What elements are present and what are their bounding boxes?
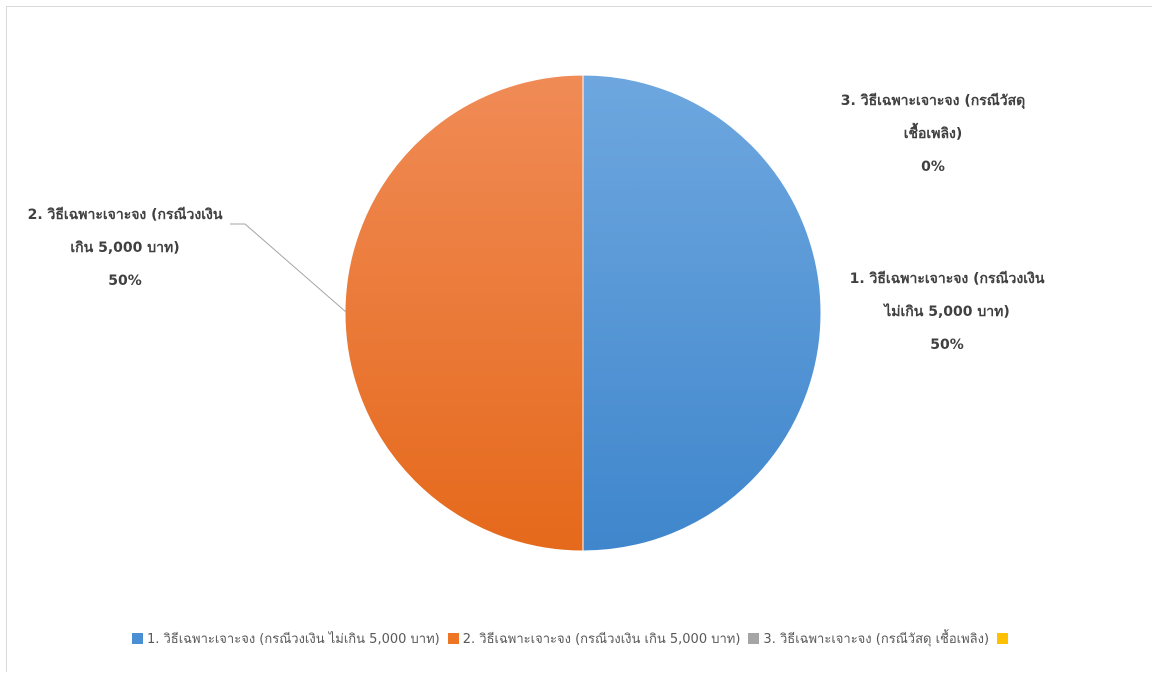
legend-item-series-2: 2. วิธีเฉพาะเจาะจง (กรณีวงเงิน เกิน 5,00… [447, 628, 741, 649]
legend-item-series-1: 1. วิธีเฉพาะเจาะจง (กรณีวงเงิน ไม่เกิน 5… [131, 628, 440, 649]
legend-swatch-icon [447, 633, 459, 644]
legend-swatch-icon [997, 633, 1009, 644]
pie-slice-1 [582, 74, 822, 552]
data-label-value: 50% [930, 337, 964, 353]
legend-label: 1. วิธีเฉพาะเจาะจง (กรณีวงเงิน ไม่เกิน 5… [146, 632, 440, 647]
leader-line [230, 223, 347, 313]
data-label-series-2: 2. วิธีเฉพาะเจาะจง (กรณีวงเงิน เกิน 5,00… [0, 199, 250, 298]
data-label-value: 50% [108, 273, 142, 289]
pie-slice-2 [344, 74, 584, 552]
legend-swatch-icon [748, 633, 760, 644]
data-label-series-1: 1. วิธีเฉพาะเจาะจง (กรณีวงเงิน ไม่เกิน 5… [822, 263, 1072, 362]
legend-item-series-4 [997, 633, 1012, 644]
legend-label: 2. วิธีเฉพาะเจาะจง (กรณีวงเงิน เกิน 5,00… [462, 632, 741, 647]
legend-label: 3. วิธีเฉพาะเจาะจง (กรณีวัสดุ เชื้อเพลิง… [763, 632, 990, 647]
chart-legend: 1. วิธีเฉพาะเจาะจง (กรณีวงเงิน ไม่เกิน 5… [0, 628, 1152, 649]
legend-swatch-icon [131, 633, 143, 644]
data-label-series-3: 3. วิธีเฉพาะเจาะจง (กรณีวัสดุ เชื้อเพลิง… [808, 85, 1058, 184]
legend-item-series-3: 3. วิธีเฉพาะเจาะจง (กรณีวัสดุ เชื้อเพลิง… [748, 628, 989, 649]
data-label-value: 0% [921, 159, 945, 175]
